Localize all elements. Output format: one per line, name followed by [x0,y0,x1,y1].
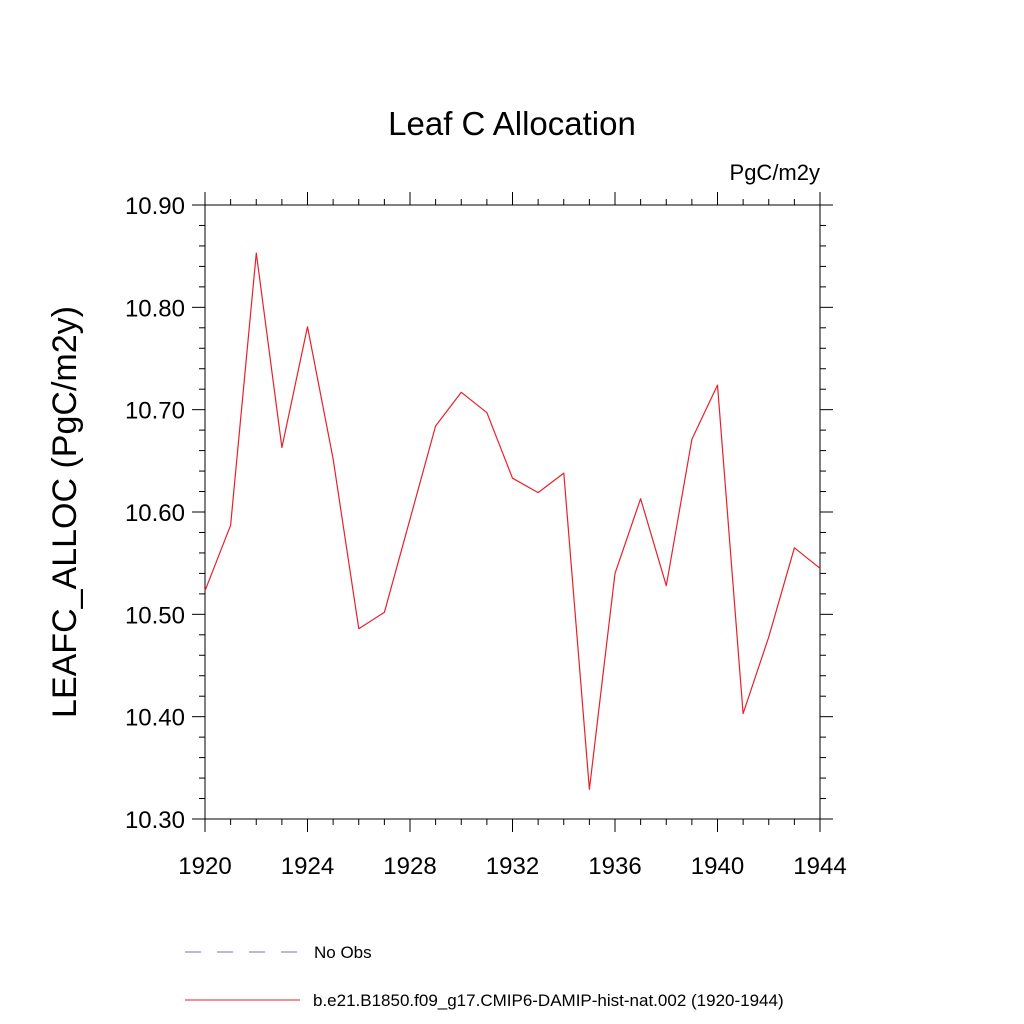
x-tick-label: 1928 [383,853,436,880]
y-tick-label: 10.30 [125,807,185,834]
series-line [204,252,821,790]
legend-label: No Obs [314,943,372,962]
x-tick-label: 1920 [178,853,231,880]
y-tick-label: 10.80 [125,295,185,322]
legend: No Obs b.e21.B1850.f09_g17.CMIP6-DAMIP-hi… [185,943,784,1010]
y-tick-label: 10.50 [125,602,185,629]
y-tick-label: 10.90 [125,193,185,220]
axis-ticks: 1920 1924 1928 1932 1936 1940 1944 10.30 10.40 10… [125,192,847,880]
x-tick-label: 1924 [281,853,334,880]
x-tick-label: 1940 [691,853,744,880]
x-tick-label: 1936 [588,853,641,880]
x-tick-label: 1944 [793,853,846,880]
x-tick-label: 1932 [486,853,539,880]
y-axis-label: LEAFC_ALLOC (PgC/m2y) [46,306,84,718]
series-lines [204,252,821,790]
y-tick-label: 10.40 [125,705,185,732]
chart-title: Leaf C Allocation [388,105,636,142]
y-tick-label: 10.70 [125,398,185,425]
units-label: PgC/m2y [730,160,820,185]
legend-label: b.e21.B1850.f09_g17.CMIP6-DAMIP-hist-nat… [313,991,784,1010]
y-tick-label: 10.60 [125,500,185,527]
